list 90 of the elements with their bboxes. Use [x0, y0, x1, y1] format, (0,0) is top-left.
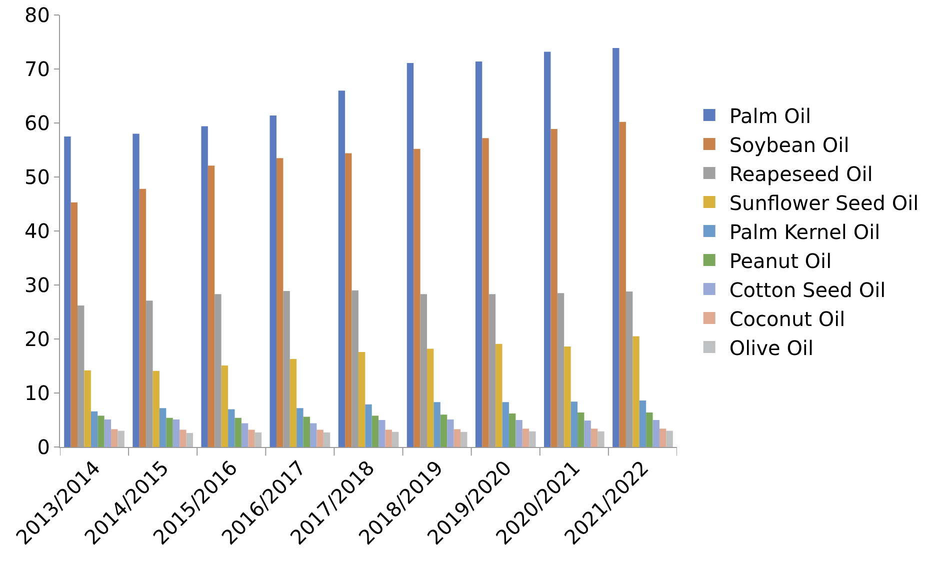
bar	[639, 400, 646, 447]
bar	[303, 416, 310, 447]
y-tick-label: 30	[24, 273, 50, 297]
y-tick-label: 10	[24, 381, 50, 405]
bar	[460, 432, 468, 447]
legend-label: Soybean Oil	[729, 132, 850, 157]
y-tick-label: 50	[24, 165, 50, 189]
y-tick-label: 40	[24, 219, 50, 243]
bar	[172, 419, 180, 447]
bar	[152, 370, 160, 447]
bar	[132, 134, 140, 447]
y-tick-label: 70	[24, 57, 50, 81]
bar	[180, 430, 186, 447]
bar	[186, 432, 193, 447]
bar	[652, 420, 660, 447]
bar	[434, 402, 440, 447]
y-tick-label: 60	[24, 111, 50, 135]
bar	[502, 402, 509, 447]
bar	[372, 416, 379, 447]
y-tick-label: 20	[24, 327, 50, 351]
bar	[241, 423, 248, 447]
legend-label: Olive Oil	[729, 336, 814, 360]
bar	[406, 63, 414, 447]
bar	[496, 344, 502, 447]
bar	[365, 404, 372, 447]
bar	[111, 429, 118, 447]
bar	[270, 115, 276, 447]
bar	[550, 128, 558, 447]
bar	[358, 352, 366, 447]
bar	[454, 429, 461, 447]
bar	[570, 402, 578, 447]
bar	[221, 365, 228, 447]
y-tick-label: 80	[24, 3, 50, 27]
bar	[522, 428, 530, 447]
bar	[427, 348, 434, 447]
bar	[296, 408, 304, 447]
bar	[290, 358, 297, 447]
bar	[385, 430, 392, 447]
bar	[84, 370, 91, 447]
bar	[323, 432, 330, 447]
bar	[70, 202, 78, 447]
bar	[475, 61, 482, 447]
bar	[598, 431, 604, 447]
bar	[64, 136, 71, 447]
legend-label: Coconut Oil	[729, 306, 846, 331]
bar	[90, 411, 98, 447]
bar	[248, 430, 255, 447]
bar	[208, 166, 215, 447]
legend-label: Reapeseed Oil	[729, 162, 873, 186]
bar	[659, 428, 666, 447]
bar	[345, 153, 352, 447]
bar	[516, 420, 522, 447]
bar	[316, 430, 324, 447]
bar	[338, 90, 346, 447]
bar	[310, 423, 317, 447]
bar	[234, 418, 242, 447]
bar	[118, 430, 124, 447]
bar	[104, 419, 112, 447]
legend-label: Peanut Oil	[729, 248, 832, 273]
bar	[578, 412, 584, 447]
bar	[564, 346, 571, 447]
bar	[392, 432, 399, 447]
bar	[584, 420, 591, 447]
bar	[612, 48, 620, 447]
y-tick-label: 0	[37, 435, 50, 459]
legend-label: Sunflower Seed Oil	[729, 190, 919, 215]
bar	[139, 188, 146, 447]
bar	[590, 428, 598, 447]
bar	[228, 409, 235, 447]
legend-label: Palm Kernel Oil	[729, 220, 880, 244]
bar	[529, 431, 536, 447]
bar	[544, 52, 551, 447]
bar	[414, 148, 420, 447]
bar	[632, 336, 640, 447]
bar	[378, 420, 386, 447]
bar	[201, 126, 208, 447]
bar	[276, 158, 284, 447]
bar	[254, 432, 262, 447]
bar	[166, 418, 173, 447]
bar	[98, 416, 104, 447]
bar	[666, 430, 673, 447]
bar	[508, 414, 516, 447]
bar	[440, 414, 448, 447]
legend-label: Cotton Seed Oil	[729, 278, 886, 302]
bar	[447, 419, 454, 447]
bar	[482, 138, 489, 447]
legend-label: Palm Oil	[729, 104, 812, 128]
bar	[159, 408, 166, 447]
bar	[619, 122, 626, 447]
bar	[646, 412, 653, 447]
